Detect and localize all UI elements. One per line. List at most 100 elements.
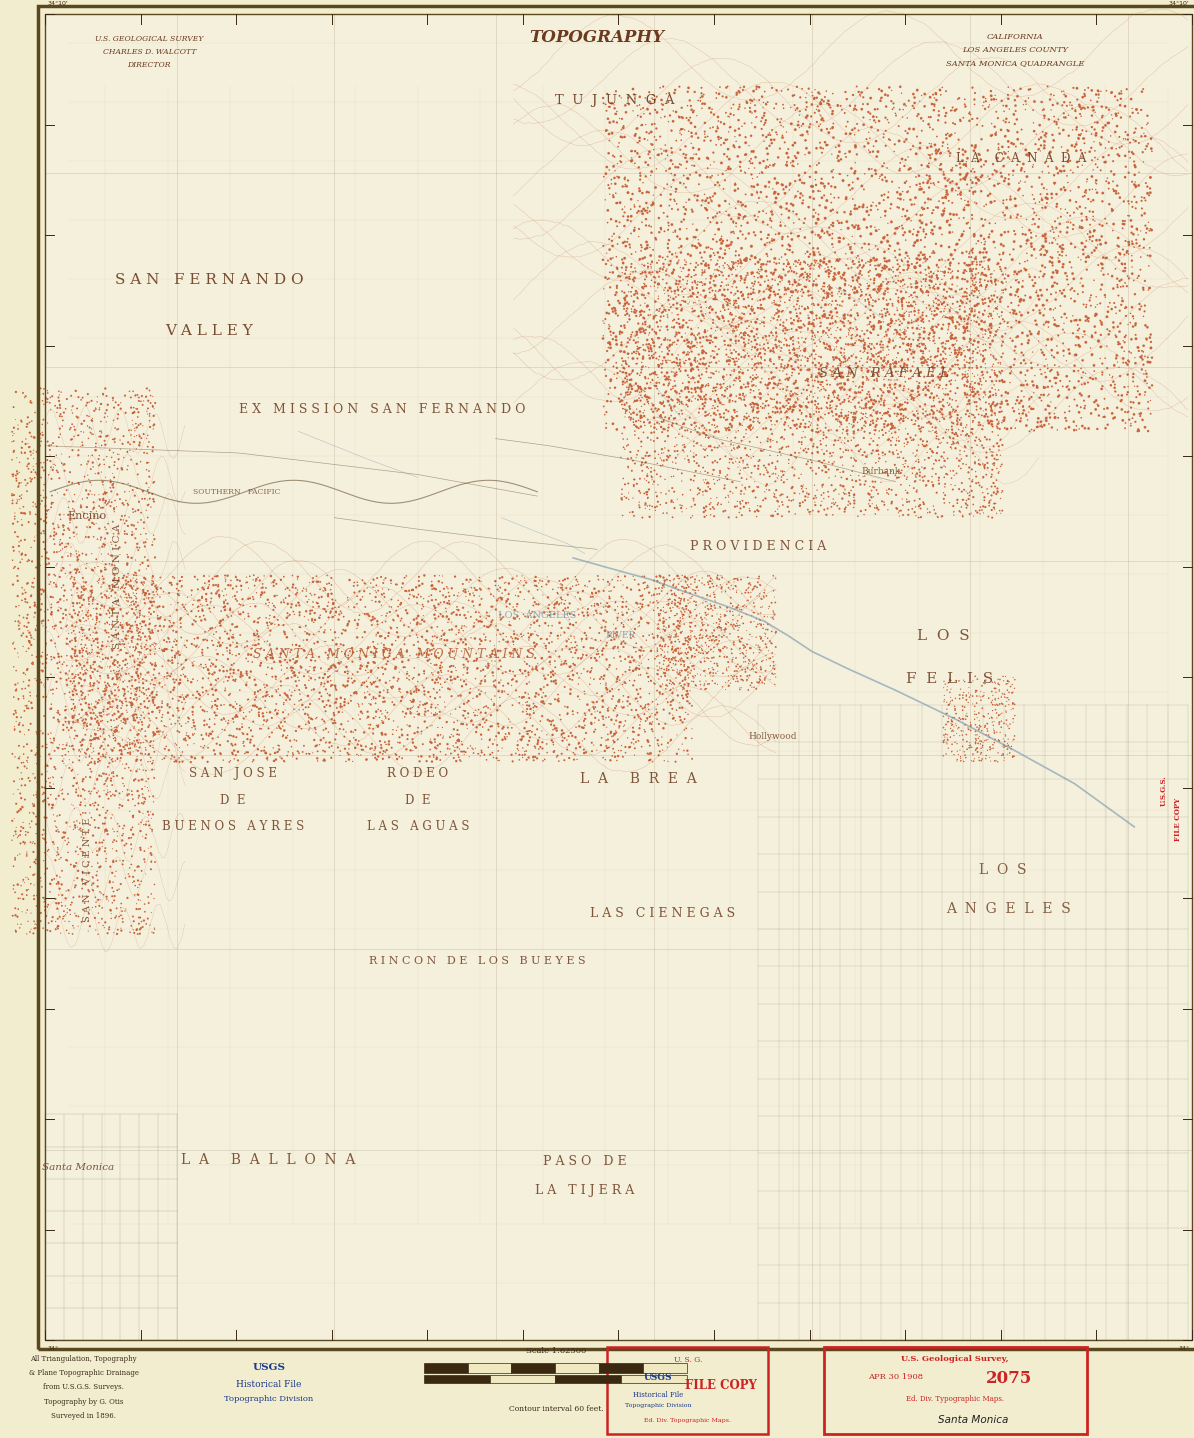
Point [884, 443, 903, 466]
Point [363, 718, 382, 741]
Point [741, 462, 761, 485]
Point [660, 651, 679, 674]
Point [229, 592, 248, 615]
Point [1034, 234, 1053, 257]
Point [741, 370, 761, 393]
Point [448, 709, 467, 732]
Point [702, 413, 721, 436]
Point [768, 430, 787, 453]
Point [952, 457, 971, 480]
Point [629, 705, 648, 728]
Point [367, 574, 386, 597]
Point [676, 147, 695, 170]
Point [907, 285, 927, 308]
Point [704, 377, 724, 400]
Point [732, 669, 751, 692]
Point [941, 344, 960, 367]
Point [696, 604, 715, 627]
Point [131, 703, 150, 726]
Point [739, 416, 758, 439]
Point [677, 250, 696, 273]
Point [624, 270, 644, 293]
Point [793, 124, 812, 147]
Point [726, 332, 745, 355]
Point [647, 85, 666, 108]
Point [896, 449, 915, 472]
Point [595, 92, 614, 115]
Point [610, 292, 629, 315]
Point [814, 377, 833, 400]
Point [727, 129, 746, 152]
Point [694, 456, 713, 479]
Point [872, 206, 891, 229]
Point [835, 371, 854, 394]
Point [75, 741, 94, 764]
Point [131, 626, 150, 649]
Point [761, 429, 780, 452]
Point [320, 638, 339, 661]
Point [18, 454, 37, 477]
Point [79, 444, 98, 467]
Point [1041, 98, 1060, 121]
Point [955, 328, 974, 351]
Point [110, 544, 129, 567]
Point [826, 347, 845, 370]
Point [991, 444, 1010, 467]
Point [155, 637, 174, 660]
Point [421, 633, 441, 656]
Point [769, 372, 788, 395]
Point [796, 441, 816, 464]
Point [781, 256, 800, 279]
Point [879, 380, 898, 403]
Point [90, 831, 109, 854]
Point [205, 679, 224, 702]
Point [480, 729, 499, 752]
Point [659, 446, 678, 469]
Point [685, 347, 704, 370]
Point [849, 288, 868, 311]
Point [819, 306, 838, 329]
Point [851, 408, 870, 431]
Point [548, 683, 567, 706]
Point [98, 406, 117, 429]
Point [788, 387, 807, 410]
Point [929, 339, 948, 362]
Point [629, 479, 648, 502]
Point [98, 656, 117, 679]
Point [749, 289, 768, 312]
Point [974, 672, 993, 695]
Point [12, 502, 31, 525]
Point [755, 463, 774, 486]
Point [54, 603, 73, 626]
Point [656, 661, 675, 684]
Point [281, 649, 300, 672]
Point [823, 306, 842, 329]
Point [722, 416, 741, 439]
Point [679, 381, 698, 404]
Point [16, 385, 35, 408]
Point [724, 319, 743, 342]
Point [139, 661, 158, 684]
Point [832, 336, 851, 360]
Point [135, 487, 154, 510]
Point [867, 440, 886, 463]
Point [245, 624, 264, 647]
Point [363, 722, 382, 745]
Point [139, 424, 158, 447]
Point [1066, 132, 1085, 155]
Point [278, 667, 297, 690]
Point [814, 498, 833, 521]
Point [985, 270, 1004, 293]
Point [87, 860, 106, 883]
Point [786, 131, 805, 154]
Point [135, 516, 154, 539]
Point [708, 372, 727, 395]
Point [672, 234, 691, 257]
Point [49, 702, 68, 725]
Point [943, 334, 962, 357]
Point [127, 587, 146, 610]
Point [239, 587, 258, 610]
Point [931, 403, 950, 426]
Point [210, 611, 229, 634]
Point [1122, 328, 1141, 351]
